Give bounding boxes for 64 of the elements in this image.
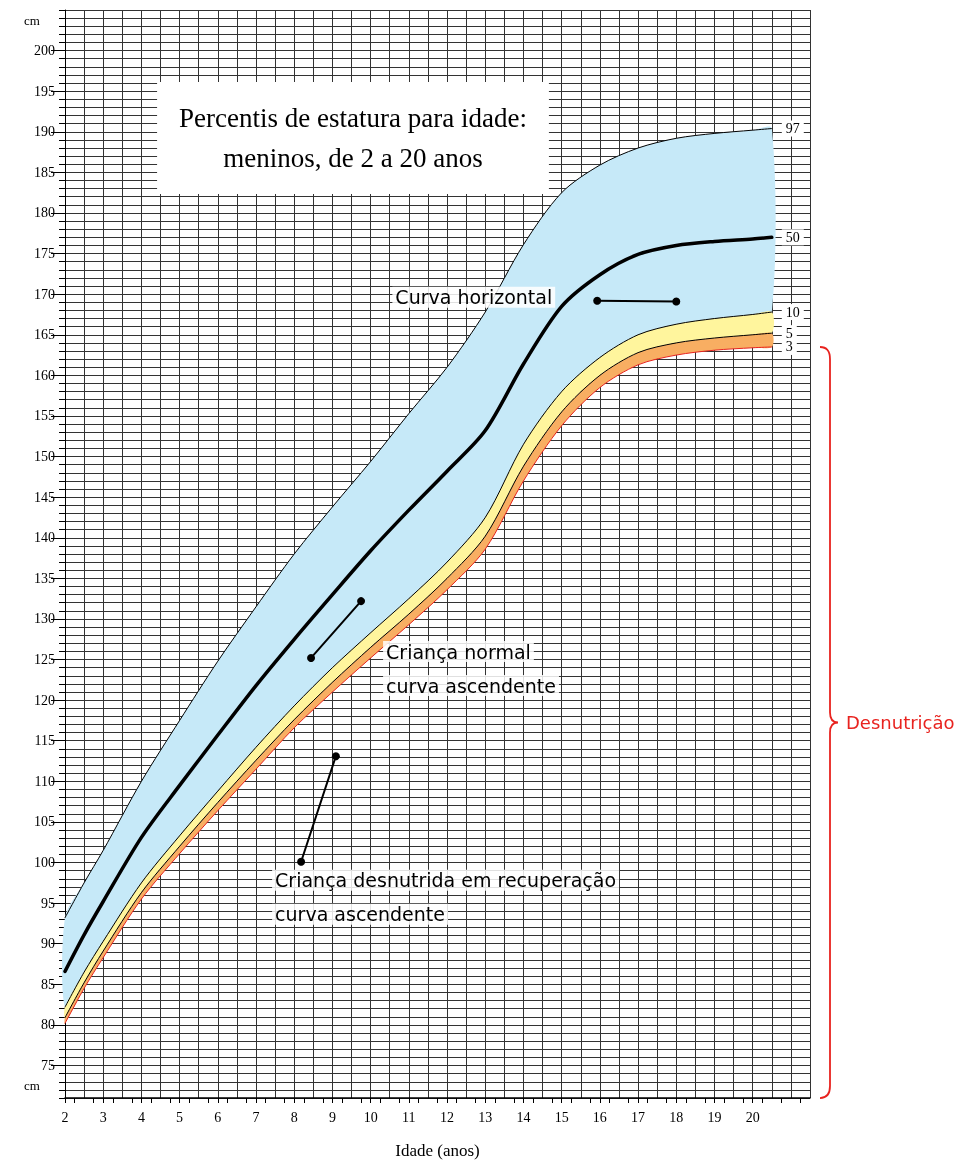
y-tick-label: 200 <box>34 43 55 59</box>
series-label: 3 <box>785 339 793 355</box>
series-label: 10 <box>785 304 800 320</box>
y-tick-label: 120 <box>34 692 55 708</box>
x-tick-label: 10 <box>363 1109 378 1125</box>
point <box>672 297 681 306</box>
y-axis-title: cm <box>24 13 40 28</box>
x-tick-label: 5 <box>176 1109 184 1125</box>
annotation: Criança desnutrida em recuperação curva ascendente <box>275 869 617 926</box>
x-tick-label: 7 <box>252 1109 260 1125</box>
y-tick-label: 180 <box>34 205 55 221</box>
y-tick-label: 190 <box>34 124 55 140</box>
x-tick-label: 12 <box>440 1109 455 1125</box>
series-label: 5 <box>785 325 793 341</box>
x-tick-label: 20 <box>745 1109 760 1125</box>
x-tick-label: 2 <box>61 1109 69 1125</box>
y-tick-label: 100 <box>34 855 55 871</box>
y-tick-label: 85 <box>41 976 55 992</box>
y-tick-label: 110 <box>34 773 55 789</box>
point <box>331 752 340 761</box>
y-tick-label: 135 <box>34 570 55 586</box>
text: Percentis de estatura para idade: meninos, de 2 a 20 anos <box>179 103 527 173</box>
y-tick-label: 195 <box>34 83 55 99</box>
x-tick-label: 19 <box>707 1109 722 1125</box>
y-tick-label: 80 <box>41 1017 55 1033</box>
y-tick-label: 150 <box>34 449 55 465</box>
annotation: Curva horizontal <box>395 286 553 309</box>
x-axis-title: Idade (anos) <box>395 1141 480 1160</box>
y-tick-label: 170 <box>34 286 55 302</box>
y-tick-label: 125 <box>34 652 55 668</box>
x-tick-label: 9 <box>328 1109 336 1125</box>
x-tick-label: 3 <box>99 1109 107 1125</box>
y-tick-label: 95 <box>41 895 55 911</box>
x-tick-label: 13 <box>478 1109 493 1125</box>
y-tick-label: 140 <box>34 530 55 546</box>
series-label: 97 <box>785 121 800 137</box>
y-tick-label: 185 <box>34 164 55 180</box>
series-label: 50 <box>785 229 800 245</box>
text: Desnutrição <box>846 711 955 733</box>
y-tick-label: 175 <box>34 246 55 262</box>
annotation: Criança normal curva ascendente <box>386 640 556 697</box>
y-tick-label: 90 <box>41 936 55 952</box>
y-tick-label: 75 <box>41 1058 55 1074</box>
text: cm <box>24 1078 40 1093</box>
y-tick-label: 115 <box>34 733 55 749</box>
x-tick-label: 17 <box>631 1109 646 1125</box>
point <box>357 597 366 606</box>
point <box>593 296 602 305</box>
x-tick-label: 11 <box>402 1109 416 1125</box>
x-tick-label: 8 <box>290 1109 298 1125</box>
x-tick-label: 18 <box>669 1109 684 1125</box>
x-tick-label: 4 <box>137 1109 145 1125</box>
x-tick-label: 6 <box>214 1109 222 1125</box>
y-tick-label: 105 <box>34 814 55 830</box>
x-tick-label: 14 <box>516 1109 531 1125</box>
y-tick-label: 160 <box>34 367 55 383</box>
point <box>297 857 306 866</box>
y-tick-label: 130 <box>34 611 55 627</box>
x-tick-label: 16 <box>592 1109 607 1125</box>
y-tick-label: 165 <box>34 327 55 343</box>
x-tick-label: 15 <box>554 1109 569 1125</box>
y-tick-label: 155 <box>34 408 55 424</box>
y-tick-label: 145 <box>34 489 55 505</box>
point <box>307 653 316 662</box>
